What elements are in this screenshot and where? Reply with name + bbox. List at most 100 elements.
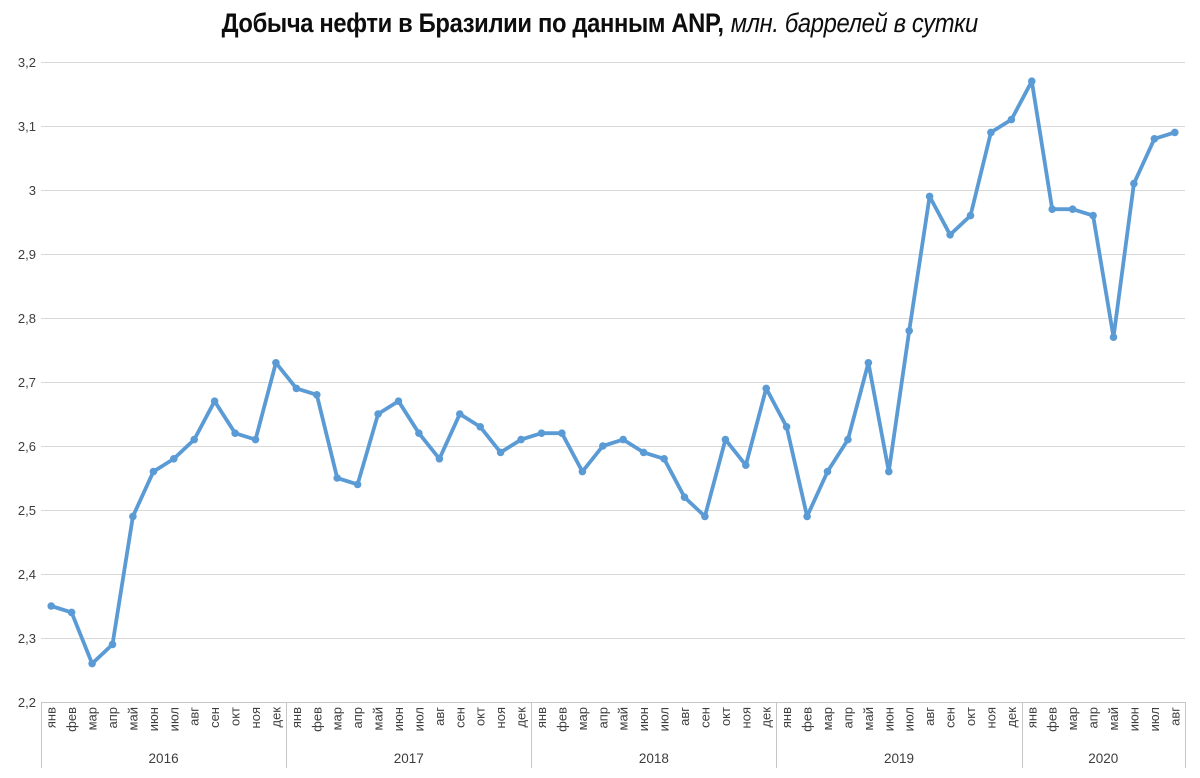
chart-title: Добыча нефти в Бразилии по данным ANP, мл… <box>0 8 1200 39</box>
x-axis-month-label: мар <box>1065 707 1080 730</box>
x-axis-month-label: апр <box>595 707 610 729</box>
y-axis-tick-label: 3,2 <box>18 55 36 70</box>
data-point-marker <box>272 359 280 367</box>
x-axis-month-label: июн <box>146 707 161 731</box>
data-point-marker <box>823 467 832 476</box>
data-point-marker <box>149 467 158 476</box>
data-point-marker <box>374 410 382 418</box>
data-point-marker <box>170 455 178 463</box>
data-point-marker <box>394 397 403 406</box>
x-axis-month-label: май <box>616 707 631 730</box>
x-axis-month-label: мар <box>820 707 835 730</box>
chart-title-text: Добыча нефти в Бразилии по данным ANP, мл… <box>221 8 979 39</box>
data-point-marker <box>231 429 239 438</box>
y-axis-tick-label: 2,3 <box>18 631 36 646</box>
data-point-marker <box>1048 205 1056 213</box>
data-point-marker <box>639 448 648 457</box>
x-axis-month-label: авг <box>432 707 447 726</box>
x-axis-month-label: июл <box>902 707 917 731</box>
data-point-marker <box>905 327 913 335</box>
x-axis-year-label: 2018 <box>639 751 669 766</box>
x-axis-month-label: июл <box>166 707 181 731</box>
x-axis-month-label: июн <box>391 707 406 731</box>
x-axis-month-label: апр <box>350 707 365 729</box>
x-axis-month-label: июл <box>1147 707 1162 731</box>
x-axis-month-label: май <box>1106 707 1121 730</box>
data-point-marker <box>129 512 137 521</box>
x-axis-month-label: май <box>125 707 140 730</box>
x-axis-month-label: авг <box>922 707 937 726</box>
x-axis-month-label: авг <box>1167 707 1182 726</box>
data-point-marker <box>1068 205 1077 213</box>
data-point-marker <box>353 480 362 489</box>
data-point-marker <box>885 467 893 476</box>
x-axis-month-label: сен <box>943 707 958 728</box>
data-point-marker <box>292 384 301 393</box>
data-point-marker <box>599 442 607 450</box>
x-axis-month-label: янв <box>1024 707 1039 728</box>
x-axis-month-label: май <box>861 707 876 730</box>
data-point-marker <box>558 429 566 438</box>
y-axis-tick-label: 3,1 <box>18 119 36 134</box>
x-axis-month-label: сен <box>452 707 467 728</box>
x-axis-month-label: янв <box>289 707 304 728</box>
x-axis-month-label: мар <box>85 707 100 730</box>
data-point-marker <box>1007 115 1016 124</box>
data-point-marker <box>537 429 546 438</box>
data-point-marker <box>803 512 811 521</box>
x-axis-month-label: авг <box>677 707 692 726</box>
x-axis-month-label: окт <box>963 707 978 726</box>
data-point-marker <box>721 435 730 444</box>
x-axis-month-label: июн <box>881 707 896 731</box>
data-point-marker <box>619 435 627 444</box>
data-point-marker <box>313 391 321 399</box>
x-axis-month-label: ноя <box>738 707 753 728</box>
data-point-marker <box>210 397 219 406</box>
x-axis-year-label: 2016 <box>149 751 179 766</box>
x-axis-month-label: фев <box>309 707 324 732</box>
x-axis-month-label: окт <box>718 707 733 726</box>
data-point-marker <box>333 474 342 482</box>
data-point-marker <box>435 455 444 463</box>
x-axis-month-label: июн <box>636 707 651 731</box>
x-axis-month-label: ноя <box>493 707 508 728</box>
data-point-marker <box>1150 135 1159 143</box>
data-point-marker <box>1109 333 1118 342</box>
data-point-marker <box>578 467 587 476</box>
data-point-marker <box>88 659 96 668</box>
data-point-marker <box>987 128 995 137</box>
y-axis-tick-label: 2,4 <box>18 567 36 582</box>
x-axis-month-label: фев <box>64 707 79 732</box>
y-axis-tick-label: 2,2 <box>18 695 36 710</box>
x-axis-month-label: май <box>371 707 386 730</box>
data-point-marker <box>1089 211 1097 220</box>
x-axis-month-label: окт <box>228 707 243 726</box>
x-axis-month-label: авг <box>187 707 202 726</box>
y-axis-tick-label: 2,9 <box>18 247 36 262</box>
x-axis-month-label: дек <box>759 707 774 728</box>
x-axis-month-label: янв <box>534 707 549 728</box>
data-point-marker <box>517 435 525 444</box>
x-axis-year-label: 2017 <box>394 751 424 766</box>
data-point-marker <box>456 410 464 418</box>
data-point-marker <box>762 384 770 393</box>
data-point-marker <box>67 608 76 617</box>
x-axis-month-label: мар <box>330 707 345 730</box>
x-axis-month-label: ноя <box>983 707 998 728</box>
data-point-marker <box>1171 128 1179 137</box>
data-point-marker <box>476 423 485 431</box>
data-point-marker <box>864 359 873 367</box>
chart-title-main: Добыча нефти в Бразилии по данным ANP, <box>221 8 724 38</box>
x-axis-month-label: дек <box>268 707 283 728</box>
data-point-marker <box>415 429 423 438</box>
series-line <box>49 79 1177 666</box>
y-axis-tick-label: 3 <box>29 183 36 198</box>
data-point-marker <box>47 602 55 610</box>
data-point-marker <box>190 435 198 444</box>
data-point-marker <box>844 435 852 444</box>
chart-title-subtitle: млн. баррелей в сутки <box>730 8 979 38</box>
x-axis-month-label: сен <box>697 707 712 728</box>
x-axis-month-label: июл <box>657 707 672 731</box>
data-point-marker <box>966 211 975 220</box>
